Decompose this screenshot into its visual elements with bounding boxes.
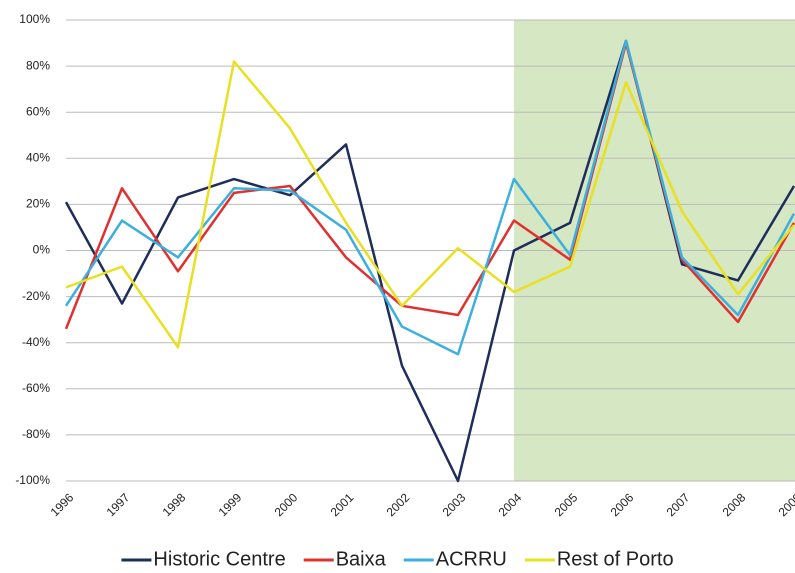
x-tick-label: 2001 [328,490,357,519]
x-tick-label: 2006 [608,490,637,519]
x-tick-label: 2003 [440,490,469,519]
y-tick-label: -80% [22,427,50,441]
legend-label: Baixa [336,548,387,570]
y-tick-label: 80% [26,58,50,72]
legend: Historic Centre Baixa ACRRU Rest of Porto [121,548,674,570]
x-tick-label: 2002 [384,490,413,519]
x-tick-label: 2008 [720,490,749,519]
y-tick-label: 40% [26,150,50,164]
legend-label: Historic Centre [153,548,285,570]
y-tick-label: 60% [26,104,50,118]
y-tick-label: 20% [26,197,50,211]
y-tick-label: -40% [22,335,50,349]
legend-label: Rest of Porto [557,548,674,570]
x-tick-label: 1997 [104,490,133,519]
x-tick-label: 1998 [160,490,189,519]
x-tick-label: 2004 [496,490,525,519]
y-tick-label: -100% [15,473,50,487]
y-tick-label: -60% [22,381,50,395]
series-line [65,60,795,349]
x-tick-label: 1999 [216,490,245,519]
series-line [64,39,795,356]
x-tick-label: 2007 [664,490,693,519]
x-tick-label: 2005 [552,490,581,519]
x-tick-label: 2000 [272,490,301,519]
legend-label: ACRRU [436,548,507,570]
y-tick-label: -20% [22,289,50,303]
x-tick-label: 2009 [776,490,795,519]
x-tick-label: 1996 [48,490,77,519]
y-tick-label: 0% [33,243,51,257]
y-tick-label: 100% [19,12,50,26]
